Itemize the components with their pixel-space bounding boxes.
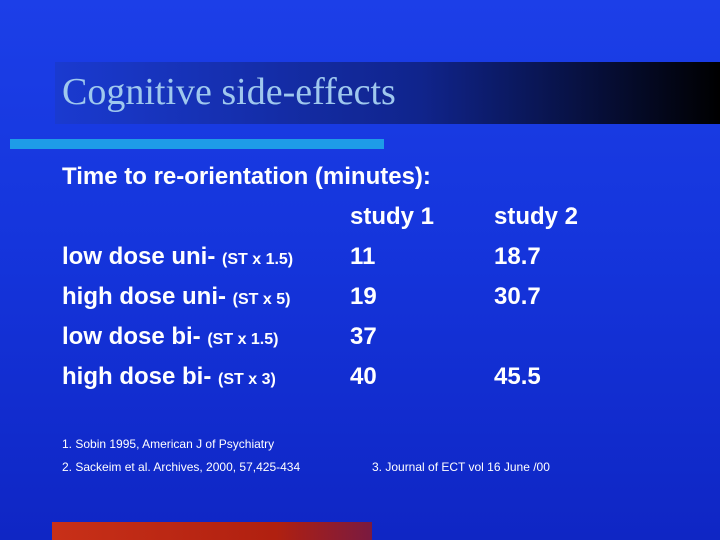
row-label-text: low dose uni- (62, 243, 216, 270)
cell-study-2: 18.7 (494, 243, 541, 270)
row-label: low dose bi- (ST x 1.5) (62, 323, 278, 351)
reference-1: 1. Sobin 1995, American J of Psychiatry (62, 437, 275, 451)
row-label-text: low dose bi- (62, 323, 201, 350)
reference-3: 3. Journal of ECT vol 16 June /00 (372, 460, 550, 474)
row-label-text: high dose bi- (62, 363, 212, 390)
row-label: high dose bi- (ST x 3) (62, 363, 276, 391)
reference-2: 2. Sackeim et al. Archives, 2000, 57,425… (62, 460, 301, 474)
row-label-text: high dose uni- (62, 283, 226, 310)
row-note: (ST x 3) (218, 371, 276, 388)
row-label: high dose uni- (ST x 5) (62, 283, 290, 311)
bottom-accent-bar (52, 522, 372, 540)
cell-study-2: 45.5 (494, 363, 541, 390)
row-note: (ST x 1.5) (222, 251, 294, 268)
slide-title: Cognitive side-effects (62, 71, 396, 113)
cell-study-2: 30.7 (494, 283, 541, 310)
row-note: (ST x 5) (232, 291, 291, 308)
column-header-study-1: study 1 (350, 203, 435, 230)
cell-study-1: 37 (350, 323, 377, 350)
cell-study-1: 40 (350, 363, 377, 390)
cell-study-1: 11 (350, 243, 376, 270)
title-band (55, 62, 720, 124)
row-label: low dose uni- (ST x 1.5) (62, 243, 293, 271)
cell-study-1: 19 (350, 283, 377, 310)
row-note: (ST x 1.5) (207, 331, 279, 348)
slide-subtitle: Time to re-orientation (minutes): (62, 163, 431, 190)
title-accent-bar (10, 139, 384, 149)
column-header-study-2: study 2 (494, 203, 579, 230)
